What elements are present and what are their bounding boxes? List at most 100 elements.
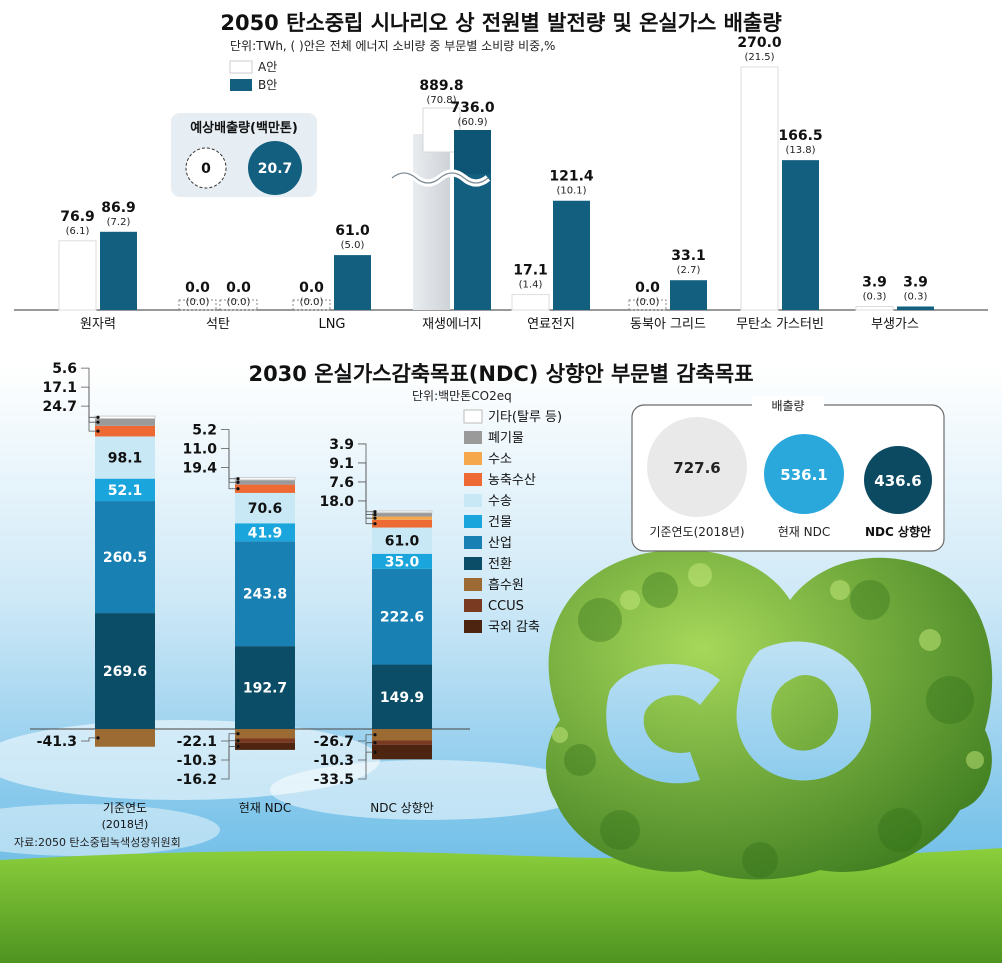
emission2-label-raised: NDC 상향안 <box>865 524 931 539</box>
bar-value-label: 86.9 <box>101 200 136 216</box>
bar-share-label: (70.8) <box>426 95 456 106</box>
bar <box>58 240 97 311</box>
leader-line <box>358 751 375 780</box>
leader-dot <box>96 429 100 433</box>
segment-label: 41.9 <box>248 525 283 541</box>
bar-empty <box>219 299 258 311</box>
segment-label: 52.1 <box>108 483 143 499</box>
legend-swatch <box>464 431 482 444</box>
bar <box>855 305 894 311</box>
emission-box-title: 예상배출량(백만톤) <box>190 120 298 136</box>
segment-label: 11.0 <box>182 442 217 458</box>
bar <box>782 160 819 310</box>
bar-share-label: (0.0) <box>636 297 660 308</box>
stack-segment-negative <box>95 729 155 747</box>
stack-segment <box>372 519 432 528</box>
leader-dot <box>373 750 377 754</box>
segment-label: 35.0 <box>385 554 420 570</box>
bar-share-label: (10.1) <box>556 186 586 197</box>
leader-dot <box>236 477 240 481</box>
segment-label: 3.9 <box>329 437 354 453</box>
legend-swatch <box>464 557 482 570</box>
leader-line <box>358 481 375 519</box>
bar-value-label: 33.1 <box>671 248 706 264</box>
source-note: 자료:2050 탄소중립녹색성장위원회 <box>14 836 181 849</box>
bar-empty <box>292 299 331 311</box>
stack-segment <box>235 479 295 485</box>
segment-label: 149.9 <box>380 690 424 706</box>
legend-label-b: B안 <box>258 78 277 92</box>
leader-line <box>358 500 375 525</box>
bar-value-label: 889.8 <box>419 78 463 94</box>
legend-label: 건물 <box>488 515 512 530</box>
segment-label: 70.6 <box>248 501 283 517</box>
stack-segment <box>234 477 296 481</box>
segment-label: 7.6 <box>329 475 354 491</box>
legend-swatch <box>463 409 483 424</box>
legend-label: 흡수원 <box>488 578 524 593</box>
bar-share-label: (0.3) <box>863 291 887 302</box>
stack-segment <box>95 613 155 729</box>
chart2-plot: 269.6 260.5 52.1 98.1 5.6 17.1 24.7 -41.3 기준연도 (2… <box>30 361 470 831</box>
x-tick-label: 원자력 <box>80 317 116 332</box>
stack-segment <box>372 568 432 665</box>
axis-break-line <box>391 172 489 184</box>
bar-share-label: (60.9) <box>457 117 487 128</box>
stack-segment-negative <box>235 738 295 743</box>
stack-segment <box>94 415 156 419</box>
legend-swatch <box>464 515 482 528</box>
chart2-unit: 단위:백만톤CO2eq <box>412 389 512 403</box>
leader-line <box>358 734 375 742</box>
emission2-value-base: 727.6 <box>673 459 720 477</box>
segment-label: -10.3 <box>177 753 217 769</box>
legend-label: 전환 <box>488 557 512 572</box>
bar-share-label: (5.0) <box>341 240 365 251</box>
leader-dot <box>373 510 377 514</box>
bar-value-label: 3.9 <box>903 274 928 290</box>
leader-line <box>221 448 238 483</box>
legend-swatch <box>464 578 482 591</box>
segment-label: 17.1 <box>42 380 77 396</box>
stack-segment-negative <box>372 729 432 741</box>
leader-line <box>221 733 238 742</box>
bar-share-label: (21.5) <box>744 52 774 63</box>
leader-dot <box>96 420 100 424</box>
bar-value-label: 0.0 <box>226 280 251 296</box>
bar <box>740 66 779 311</box>
leader-line <box>221 467 238 490</box>
bar <box>511 294 550 311</box>
bar-share-label: (0.0) <box>186 297 210 308</box>
stack-segment <box>372 664 432 729</box>
emission2-label-base: 기준연도(2018년) <box>649 525 744 539</box>
chart1-plot: 76.9(6.1)86.9(7.2)원자력0.0(0.0)0.0(0.0)석탄0… <box>14 35 988 332</box>
bar-value-label: 270.0 <box>737 35 782 51</box>
x-tick-label: 부생가스 <box>871 317 919 332</box>
bar-value-label: 0.0 <box>299 280 324 296</box>
stack-segment-negative <box>235 742 295 750</box>
bar-share-label: (7.2) <box>107 217 131 228</box>
emission2-circle-base <box>647 417 747 517</box>
legend-swatch <box>464 473 482 486</box>
legend-label: 산업 <box>488 536 512 551</box>
segment-label: -16.2 <box>177 772 217 788</box>
segment-label: -22.1 <box>177 734 217 750</box>
legend-label: 기타(탈루 등) <box>488 410 562 425</box>
legend-label: 수송 <box>488 494 512 509</box>
leader-dot <box>96 415 100 419</box>
leader-dot <box>236 480 240 484</box>
legend-label: CCUS <box>488 599 524 614</box>
leader-dot <box>236 744 240 749</box>
segment-label: 19.4 <box>182 461 217 477</box>
emission2-circle-current <box>764 434 844 514</box>
emission2-circle-raised <box>864 446 932 514</box>
stack-segment <box>95 478 155 502</box>
emission-box-chart2: 배출량 727.6 기준연도(2018년) 536.1 현재 NDC 436.6… <box>631 396 945 552</box>
stack-segment <box>235 646 295 729</box>
emission-box2-title: 배출량 <box>771 399 804 413</box>
bar-empty <box>628 299 667 311</box>
legend-swatch <box>464 620 482 633</box>
segment-label: 243.8 <box>243 587 287 603</box>
segment-label: 222.6 <box>380 610 424 626</box>
